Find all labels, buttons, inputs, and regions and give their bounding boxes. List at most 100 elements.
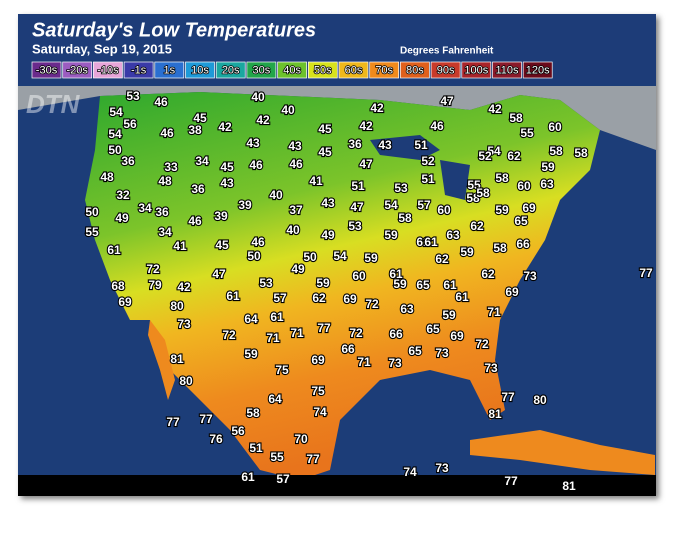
temperature-label: 55 xyxy=(85,225,99,239)
temperature-label: 61 xyxy=(443,278,457,292)
temperature-label: 58 xyxy=(476,186,490,200)
temperature-label: 55 xyxy=(520,126,534,140)
temperature-label: 61 xyxy=(389,267,403,281)
temperature-label: 64 xyxy=(244,312,258,326)
temperature-label: 47 xyxy=(212,267,226,281)
temperature-label: 46 xyxy=(154,95,168,109)
temperature-label: 47 xyxy=(440,94,454,108)
temperature-label: 42 xyxy=(177,280,191,294)
temperature-label: 73 xyxy=(523,269,537,283)
temperature-label: 81 xyxy=(170,352,184,366)
temperature-label: 54 xyxy=(384,198,398,212)
temperature-label: 41 xyxy=(173,239,187,253)
temperature-label: 73 xyxy=(484,361,498,375)
great-lakes xyxy=(370,135,470,200)
temperature-label: 57 xyxy=(276,472,290,486)
temperature-label: 63 xyxy=(400,302,414,316)
temperature-label: 53 xyxy=(259,276,273,290)
temperature-label: 73 xyxy=(435,346,449,360)
temperature-label: 59 xyxy=(364,251,378,265)
temperature-label: 73 xyxy=(388,356,402,370)
temperature-label: 58 xyxy=(549,144,563,158)
temperature-label: 45 xyxy=(318,145,332,159)
temperature-label: 49 xyxy=(291,262,305,276)
temperature-label: 62 xyxy=(507,149,521,163)
temperature-label: 66 xyxy=(389,327,403,341)
temperature-label: 58 xyxy=(246,406,260,420)
temperature-label: 61 xyxy=(270,310,284,324)
temperature-label: 80 xyxy=(170,299,184,313)
temperature-label: 43 xyxy=(321,196,335,210)
temperature-label: 81 xyxy=(488,407,502,421)
temperature-label: 80 xyxy=(179,374,193,388)
temperature-label: 57 xyxy=(273,291,287,305)
temperature-label: 62 xyxy=(312,291,326,305)
temperature-label: 46 xyxy=(188,214,202,228)
temperature-label: 71 xyxy=(487,305,501,319)
temperature-label: 62 xyxy=(481,267,495,281)
temperature-label: 46 xyxy=(251,235,265,249)
legend-swatch xyxy=(400,61,430,79)
temperature-label: 65 xyxy=(408,344,422,358)
legend-label: -30s xyxy=(36,64,58,76)
temperature-label: 60 xyxy=(517,179,531,193)
temperature-label: 43 xyxy=(220,176,234,190)
temperature-label: 40 xyxy=(269,188,283,202)
temperature-label: 48 xyxy=(158,174,172,188)
legend-swatch xyxy=(522,61,553,79)
temperature-label: 72 xyxy=(365,297,379,311)
temperature-label: 72 xyxy=(349,326,363,340)
temperature-label: 39 xyxy=(214,209,228,223)
temperature-label: 59 xyxy=(393,277,407,291)
legend-label: -20s xyxy=(66,64,88,76)
temperature-label: 74 xyxy=(313,405,327,419)
temperature-label: 46 xyxy=(289,157,303,171)
temperature-label: 57 xyxy=(417,198,431,212)
temperature-label: 58 xyxy=(509,111,523,125)
legend-swatch xyxy=(338,61,369,79)
temperature-label: 60 xyxy=(437,203,451,217)
legend-label: 60s xyxy=(345,64,363,76)
temperature-label: 77 xyxy=(166,415,180,429)
temperature-label: 43 xyxy=(378,138,392,152)
temperature-label: 71 xyxy=(357,355,371,369)
temperature-label: 66 xyxy=(516,237,530,251)
temperature-label: 77 xyxy=(639,266,653,280)
legend-swatch xyxy=(492,61,522,79)
temperature-label: 79 xyxy=(148,278,162,292)
temperature-label: 42 xyxy=(359,119,373,133)
temperature-label: 63 xyxy=(446,228,460,242)
temperature-label: 51 xyxy=(414,138,428,152)
legend-swatch xyxy=(369,61,400,79)
legend-swatch xyxy=(185,61,215,79)
temperature-label: 39 xyxy=(238,198,252,212)
legend-label: 10s xyxy=(191,64,209,76)
temperature-label: 36 xyxy=(191,182,205,196)
temperature-label: 54 xyxy=(487,144,501,158)
caribbean xyxy=(470,430,655,475)
temperature-label: 36 xyxy=(348,137,362,151)
temperature-label: 40 xyxy=(251,90,265,104)
temperature-label: 59 xyxy=(541,160,555,174)
legend-swatch xyxy=(154,61,185,79)
temperature-label: 72 xyxy=(222,328,236,342)
temperature-label: 59 xyxy=(460,245,474,259)
legend-swatch xyxy=(31,61,62,79)
legend-swatch xyxy=(93,61,123,79)
temperature-label: 59 xyxy=(316,276,330,290)
legend-label: 80s xyxy=(406,64,424,76)
temperature-label: 41 xyxy=(309,174,323,188)
temperature-label: 53 xyxy=(394,181,408,195)
temperature-label: 43 xyxy=(288,139,302,153)
temperature-label: 42 xyxy=(370,101,384,115)
temperature-label: 69 xyxy=(343,292,357,306)
temperature-label: 72 xyxy=(475,337,489,351)
temperature-label: 58 xyxy=(574,146,588,160)
temperature-label: 45 xyxy=(220,160,234,174)
temperature-label: 58 xyxy=(495,171,509,185)
temperature-label: 69 xyxy=(450,329,464,343)
temperature-label: 81 xyxy=(562,479,576,493)
temperature-label: 73 xyxy=(177,317,191,331)
temperature-label: 66 xyxy=(341,342,355,356)
